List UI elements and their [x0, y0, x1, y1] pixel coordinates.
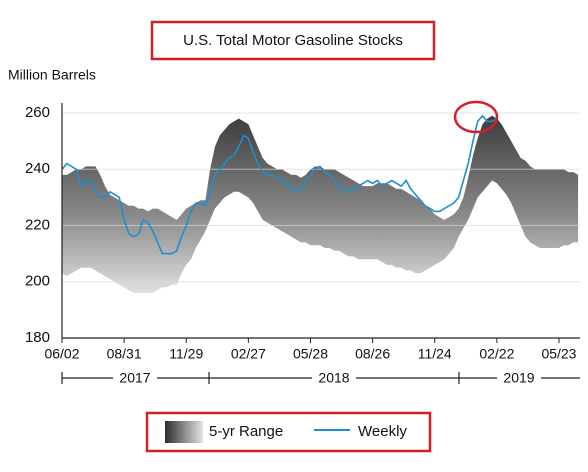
x-tick-label: 08/26 [355, 346, 390, 362]
label-bg [312, 371, 356, 387]
year-label: 2017 [119, 370, 150, 386]
x-tick-label: 02/22 [479, 346, 514, 362]
x-tick-label: 11/24 [418, 346, 452, 362]
highlight-circle [453, 100, 499, 134]
legend-label: 5-yr Range [209, 423, 283, 440]
label-bg [113, 371, 157, 387]
chart-title: U.S. Total Motor Gasoline Stocks [183, 32, 403, 49]
legend-swatch [165, 421, 203, 443]
label-bg [497, 371, 541, 387]
y-tick-label: 220 [25, 216, 50, 233]
year-label: 2018 [318, 370, 349, 386]
legend-box [145, 411, 432, 453]
x-tick-label: 08/31 [107, 346, 142, 362]
year-label: 2019 [503, 370, 534, 386]
title-box [150, 20, 436, 61]
plot-area: 180 200 220 240 260 06/02 08/31 11/29 02/27 05/28… [25, 103, 580, 362]
y-axis-label: Million Barrels [8, 67, 96, 83]
y-tick-label: 180 [25, 329, 50, 346]
y-tick-label: 240 [25, 160, 50, 177]
legend-label: Weekly [358, 423, 407, 440]
x-tick-label: 06/02 [44, 346, 79, 362]
weekly-line [61, 114, 498, 255]
x-tick-label: 05/23 [541, 346, 576, 362]
year-bracket: 2017 2018 2019 [61, 370, 580, 387]
range-band [62, 115, 579, 293]
y-tick-label: 260 [25, 104, 50, 121]
x-tick-label: 02/27 [231, 346, 266, 362]
x-tick-label: 11/29 [169, 346, 203, 362]
x-tick-label: 05/28 [293, 346, 328, 362]
y-tick-label: 200 [25, 273, 50, 290]
legend: 5-yr Range Weekly [165, 421, 407, 443]
